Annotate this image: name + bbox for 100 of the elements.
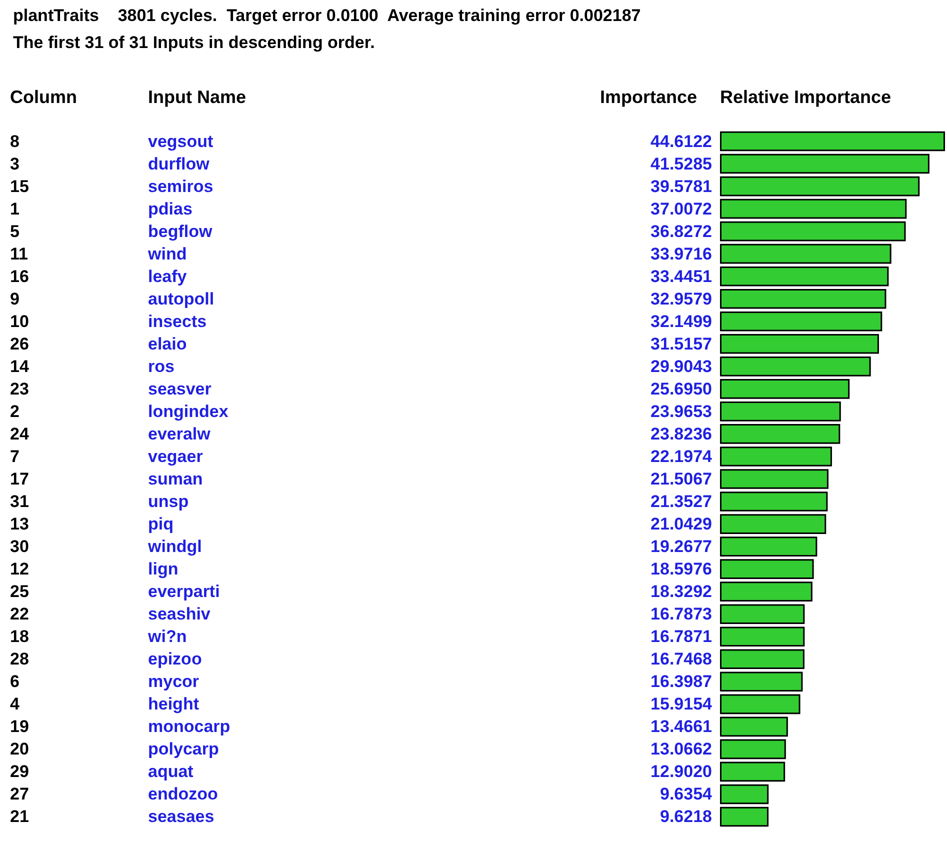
data-label: 31.5157 xyxy=(650,334,712,354)
data-label: 22.1974 xyxy=(650,446,713,466)
data-label: 21.3527 xyxy=(650,492,712,512)
data-label: 13.0662 xyxy=(650,740,712,759)
text: Relative Importance xyxy=(720,87,892,107)
y2-tick-label: 6 xyxy=(10,672,20,692)
y-tick-label: ros xyxy=(148,356,174,376)
y2-tick-label: 1 xyxy=(10,199,20,218)
y2-tick-label: 21 xyxy=(10,807,29,826)
bar xyxy=(720,806,769,827)
y2-tick-label: 2 xyxy=(10,402,20,421)
bar xyxy=(720,762,786,782)
y2-tick-label: 11 xyxy=(10,244,28,264)
bar xyxy=(720,739,786,760)
bar xyxy=(720,198,907,219)
y-tick-label: unsp xyxy=(148,492,189,512)
y2-tick-label: 16 xyxy=(10,266,29,286)
data-label: 18.3292 xyxy=(650,582,712,602)
bar xyxy=(720,402,841,422)
y2-tick-label: 25 xyxy=(10,582,29,602)
bar xyxy=(720,536,818,556)
data-label: 16.7468 xyxy=(650,650,712,669)
data-label: 23.9653 xyxy=(650,402,712,421)
bar xyxy=(720,288,886,309)
data-label: 12.9020 xyxy=(650,762,712,782)
y2-tick-label: 14 xyxy=(10,356,30,376)
bar xyxy=(720,694,800,714)
bar xyxy=(720,514,826,534)
bar xyxy=(720,492,828,512)
data-label: 39.5781 xyxy=(650,176,712,196)
y2-tick-label: 17 xyxy=(10,470,29,488)
y2-tick-label: 8 xyxy=(10,132,20,151)
bar xyxy=(720,311,882,332)
y-tick-label: insects xyxy=(148,312,207,331)
bar xyxy=(720,176,920,196)
y2-tick-label: 5 xyxy=(10,222,20,241)
bar xyxy=(720,424,840,444)
data-label: 44.6122 xyxy=(650,132,712,151)
bar xyxy=(720,649,804,670)
text: plantTraits 3801 cycles. Target error 0.0100 Average training error 0.002187 xyxy=(13,6,641,25)
y-tick-label: monocarp xyxy=(148,717,230,736)
y-tick-label: wind xyxy=(147,244,187,264)
y2-tick-label: 30 xyxy=(10,537,29,556)
data-label: 18.5976 xyxy=(650,560,712,579)
data-label: 23.8236 xyxy=(650,424,712,444)
y-tick-label: endozoo xyxy=(148,784,218,804)
data-label: 13.4661 xyxy=(650,717,712,736)
y-tick-label: elaio xyxy=(148,334,187,354)
data-label: 15.9154 xyxy=(650,694,713,714)
y2-tick-label: 18 xyxy=(10,627,29,646)
y2-tick-label: 26 xyxy=(10,334,29,354)
data-label: 21.0429 xyxy=(650,514,712,534)
y2-tick-label: 13 xyxy=(10,514,29,534)
y2-tick-label: 20 xyxy=(10,740,29,759)
bar xyxy=(720,784,769,804)
data-label: 19.2677 xyxy=(650,537,712,556)
bar xyxy=(720,604,805,624)
y-tick-label: aquat xyxy=(148,762,194,782)
y2-tick-label: 7 xyxy=(10,446,20,466)
y-tick-label: seasaes xyxy=(148,807,214,826)
y-tick-label: vegaer xyxy=(148,446,204,466)
y-tick-label: autopoll xyxy=(148,289,214,308)
data-label: 16.7871 xyxy=(650,627,712,646)
bar xyxy=(720,716,788,737)
y-tick-label: piq xyxy=(148,514,174,534)
bar xyxy=(720,154,930,174)
y2-tick-label: 28 xyxy=(10,650,29,669)
data-label: 36.8272 xyxy=(650,222,712,241)
y-tick-label: everparti xyxy=(148,582,220,602)
y2-tick-label: 31 xyxy=(10,492,29,512)
y-tick-label: everalw xyxy=(148,424,212,444)
data-label: 29.9043 xyxy=(650,356,712,376)
text: Column xyxy=(10,87,77,107)
data-label: 37.0072 xyxy=(650,199,712,218)
data-label: 9.6354 xyxy=(660,784,713,804)
y-tick-label: suman xyxy=(148,470,203,488)
y2-tick-label: 15 xyxy=(10,176,29,196)
y2-tick-label: 3 xyxy=(10,154,20,174)
y-tick-label: seashiv xyxy=(148,604,211,624)
bar xyxy=(720,334,879,354)
data-label: 41.5285 xyxy=(650,154,712,174)
y2-tick-label: 9 xyxy=(10,289,20,308)
y-tick-label: durflow xyxy=(148,154,210,174)
y-tick-label: windgl xyxy=(147,537,202,556)
data-label: 21.5067 xyxy=(650,470,712,488)
bar xyxy=(720,446,832,466)
y-tick-label: longindex xyxy=(148,402,229,421)
bar xyxy=(720,559,814,579)
y2-tick-label: 4 xyxy=(10,694,20,714)
bar xyxy=(720,356,871,376)
y2-tick-label: 23 xyxy=(10,379,29,398)
bar xyxy=(720,266,889,286)
y2-tick-label: 27 xyxy=(10,784,29,804)
y-tick-label: leafy xyxy=(148,266,188,286)
text: The first 31 of 31 Inputs in descending order. xyxy=(13,33,375,52)
data-label: 33.4451 xyxy=(650,266,712,286)
text: Input Name xyxy=(148,87,246,107)
bar xyxy=(720,379,850,399)
y-tick-label: begflow xyxy=(148,222,213,241)
y-tick-label: seasver xyxy=(148,379,212,398)
